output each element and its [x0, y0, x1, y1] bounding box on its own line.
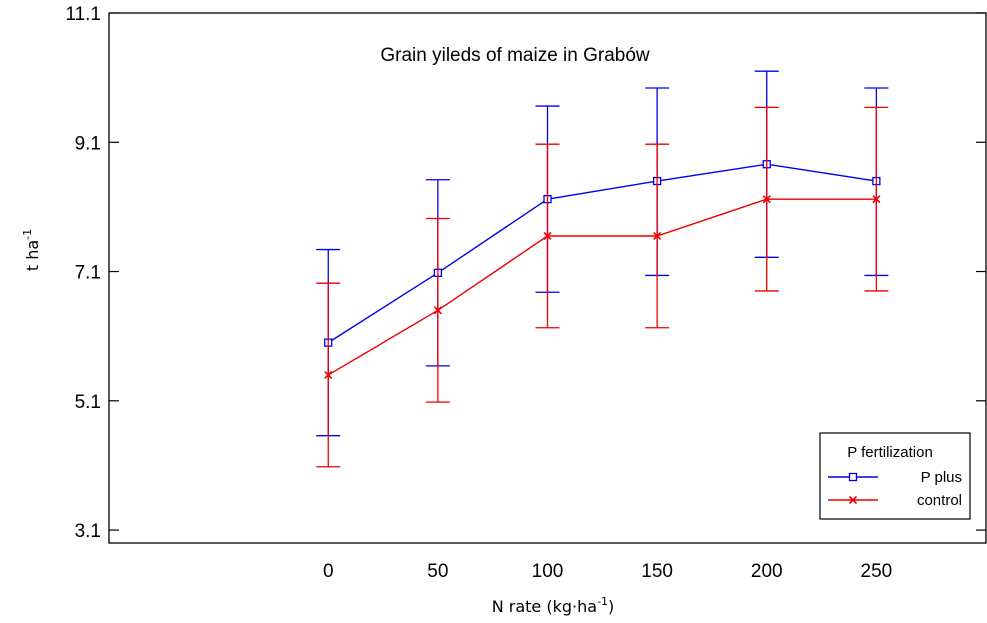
y-axis-label: t ha-1: [21, 229, 42, 271]
legend-entries: P plus control: [828, 469, 962, 509]
plot-frame: [108, 12, 987, 544]
series-p-plus: [316, 70, 889, 437]
legend: P fertilization P plus control: [819, 432, 971, 520]
data-point: [762, 195, 771, 204]
x-tick-label: 50: [427, 561, 448, 582]
legend-entry: control: [828, 492, 962, 509]
y-tick-label: 5.1: [75, 392, 101, 413]
x-tick-label: 150: [641, 561, 673, 582]
x-tick-label: 100: [532, 561, 564, 582]
data-point: [543, 231, 552, 241]
data-point: [653, 231, 662, 241]
series-layer: [316, 70, 889, 468]
y-axis: 3.1 5.1 7.1 9.1 11.1: [65, 4, 986, 542]
x-tick-label: 250: [861, 561, 893, 582]
legend-marker: [848, 495, 858, 505]
series-line: [327, 198, 877, 376]
chart-title: Grain yileds of maize in Grabów: [380, 45, 650, 66]
data-point: [324, 370, 333, 380]
legend-entry: P plus: [828, 469, 962, 486]
x-tick-label: 200: [751, 561, 783, 582]
legend-label: control: [917, 492, 962, 509]
series-control: [316, 106, 889, 468]
data-point: [433, 306, 442, 315]
legend-label: P plus: [921, 469, 962, 486]
x-axis-label: N rate (kg·ha-1): [492, 595, 615, 616]
y-tick-label: 11.1: [65, 4, 101, 25]
legend-title: P fertilization: [847, 444, 933, 461]
y-tick-label: 9.1: [75, 133, 101, 154]
x-axis: 0 50 100 150 200 250: [323, 561, 892, 582]
data-point: [872, 195, 881, 204]
legend-marker: [848, 472, 858, 482]
y-tick-label: 3.1: [75, 521, 101, 542]
legend-box: [819, 432, 971, 520]
x-tick-label: 0: [323, 561, 334, 582]
series-line: [327, 163, 877, 344]
y-tick-label: 7.1: [75, 263, 101, 284]
